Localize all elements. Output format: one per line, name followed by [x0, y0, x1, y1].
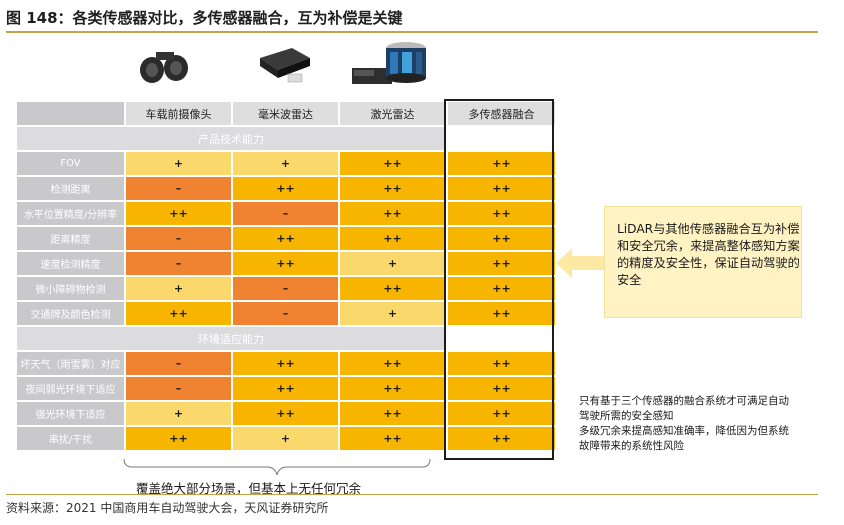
fusion-column-highlight — [444, 99, 554, 460]
rating-cell-camera: + — [126, 402, 233, 425]
row-label: 强光环境下适应 — [17, 402, 126, 425]
radar-image — [260, 48, 310, 83]
camera-image — [140, 52, 188, 83]
rating-cell-mmwave-radar: ++ — [233, 227, 340, 250]
rating-cell-mmwave-radar: ++ — [233, 402, 340, 425]
note-line: 多级冗余来提高感知准确率，降低因为但系统 — [579, 425, 789, 437]
rating-cell-camera: – — [126, 227, 233, 250]
rating-cell-mmwave-radar: ++ — [233, 352, 340, 375]
section-row: 产品技术能力 — [17, 127, 557, 150]
rating-cell-fusion: ++ — [448, 202, 557, 225]
note-line: 只有基于三个传感器的融合系统才可满足自动 — [579, 395, 789, 407]
rating-cell-lidar: ++ — [340, 277, 447, 300]
section-label: 产品技术能力 — [17, 127, 447, 150]
lidar-image — [352, 42, 426, 84]
rating-cell-fusion: ++ — [448, 227, 557, 250]
table-header-row: 车载前摄像头 毫米波雷达 激光雷达 多传感器融合 — [17, 102, 557, 125]
rating-cell-fusion: ++ — [448, 177, 557, 200]
sensor-comparison-table: 车载前摄像头 毫米波雷达 激光雷达 多传感器融合 产品技术能力 FOV + + ++ ++… — [17, 100, 557, 452]
note-line: 驾驶所需的安全感知 — [579, 410, 674, 422]
table-row: 检测距离 – ++ ++ ++ — [17, 177, 557, 200]
col-header-lidar: 激光雷达 — [340, 102, 447, 125]
rating-cell-camera: ++ — [126, 202, 233, 225]
left-arrow-icon — [556, 248, 604, 278]
table-row: 距离精度 – ++ ++ ++ — [17, 227, 557, 250]
table-row: 水平位置精度/分辨率 ++ – ++ ++ — [17, 202, 557, 225]
source-note: 资料来源：2021 中国商用车自动驾驶大会，天风证券研究所 — [6, 501, 329, 515]
rating-cell-fusion: ++ — [448, 152, 557, 175]
row-label: 速度检测精度 — [17, 252, 126, 275]
row-label: 水平位置精度/分辨率 — [17, 202, 126, 225]
table-row: 交通牌及颜色检测 ++ – + ++ — [17, 302, 557, 325]
col-header-camera: 车载前摄像头 — [126, 102, 233, 125]
rating-cell-camera: + — [126, 152, 233, 175]
rating-cell-camera: ++ — [126, 427, 233, 450]
row-label: 串扰/干扰 — [17, 427, 126, 450]
table-row: 夜间弱光环境下适应 – ++ ++ ++ — [17, 377, 557, 400]
fusion-note: 只有基于三个传感器的融合系统才可满足自动 驾驶所需的安全感知 多级冗余来提高感知… — [579, 394, 829, 454]
rating-cell-lidar: ++ — [340, 402, 447, 425]
note-line: 故障带来的系统性风险 — [579, 440, 684, 452]
row-label: 交通牌及颜色检测 — [17, 302, 126, 325]
table-row: FOV + + ++ ++ — [17, 152, 557, 175]
row-label: 坏天气（雨雪雾）对应 — [17, 352, 126, 375]
table-row: 串扰/干扰 ++ + ++ ++ — [17, 427, 557, 450]
row-label: 夜间弱光环境下适应 — [17, 377, 126, 400]
rating-cell-lidar: ++ — [340, 152, 447, 175]
rating-cell-mmwave-radar: ++ — [233, 252, 340, 275]
table-row: 速度检测精度 – ++ + ++ — [17, 252, 557, 275]
section-row: 环境适应能力 — [17, 327, 557, 350]
rating-cell-mmwave-radar: + — [233, 152, 340, 175]
rating-cell-mmwave-radar: – — [233, 202, 340, 225]
table-row: 强光环境下适应 + ++ ++ ++ — [17, 402, 557, 425]
rating-cell-lidar: + — [340, 252, 447, 275]
rating-cell-fusion: ++ — [448, 377, 557, 400]
header-corner — [17, 102, 126, 125]
coverage-note: 覆盖绝大部分场景，但基本上无任何冗余 — [136, 481, 362, 496]
rating-cell-lidar: ++ — [340, 227, 447, 250]
rating-cell-camera: ++ — [126, 302, 233, 325]
col-header-mmwave-radar: 毫米波雷达 — [233, 102, 340, 125]
rating-cell-fusion: ++ — [448, 402, 557, 425]
rating-cell-camera: – — [126, 177, 233, 200]
rating-cell-mmwave-radar: + — [233, 427, 340, 450]
rating-cell-fusion: ++ — [448, 252, 557, 275]
rating-cell-camera: – — [126, 377, 233, 400]
rating-cell-lidar: ++ — [340, 177, 447, 200]
row-label: 检测距离 — [17, 177, 126, 200]
rating-cell-camera: – — [126, 352, 233, 375]
rating-cell-lidar: ++ — [340, 352, 447, 375]
rating-cell-lidar: ++ — [340, 427, 447, 450]
rating-cell-fusion: ++ — [448, 427, 557, 450]
rating-cell-mmwave-radar: – — [233, 302, 340, 325]
rating-cell-fusion: ++ — [448, 302, 557, 325]
rating-cell-mmwave-radar: ++ — [233, 177, 340, 200]
row-label: 微小障碍物检测 — [17, 277, 126, 300]
row-label: FOV — [17, 152, 126, 175]
rating-cell-lidar: + — [340, 302, 447, 325]
coverage-brace — [123, 459, 431, 476]
footer-divider — [6, 494, 818, 495]
rating-cell-fusion: ++ — [448, 277, 557, 300]
rating-cell-fusion: ++ — [448, 352, 557, 375]
rating-cell-lidar: ++ — [340, 202, 447, 225]
rating-cell-camera: – — [126, 252, 233, 275]
rating-cell-mmwave-radar: – — [233, 277, 340, 300]
table-row: 坏天气（雨雪雾）对应 – ++ ++ ++ — [17, 352, 557, 375]
row-label: 距离精度 — [17, 227, 126, 250]
rating-cell-mmwave-radar: ++ — [233, 377, 340, 400]
section-label: 环境适应能力 — [17, 327, 447, 350]
table-row: 微小障碍物检测 + – ++ ++ — [17, 277, 557, 300]
col-header-fusion: 多传感器融合 — [448, 102, 557, 125]
lidar-fusion-callout: LiDAR与其他传感器融合互为补偿和安全冗余，来提高整体感知方案的精度及安全性，… — [604, 206, 802, 318]
title-divider — [6, 31, 818, 33]
figure-title: 图 148：各类传感器对比，多传感器融合，互为补偿是关键 — [6, 9, 403, 27]
rating-cell-camera: + — [126, 277, 233, 300]
rating-cell-lidar: ++ — [340, 377, 447, 400]
